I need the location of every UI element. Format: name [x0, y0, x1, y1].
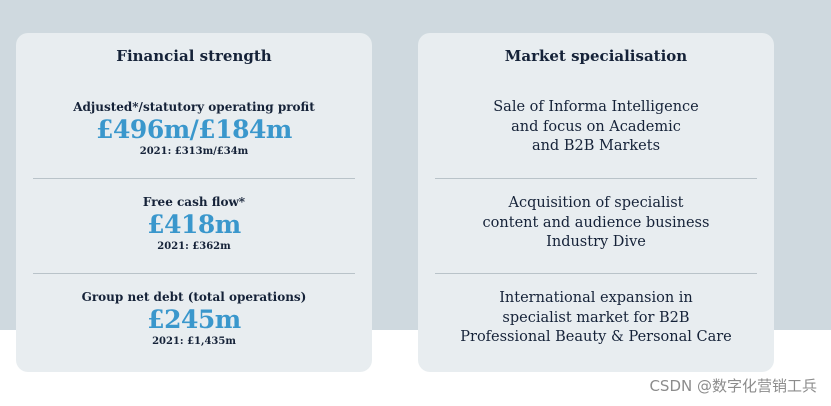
item-line: International expansion in — [499, 290, 693, 306]
metric-label: Group net debt (total operations) — [81, 290, 307, 304]
card-title: Financial strength — [116, 47, 272, 65]
divider — [33, 178, 355, 179]
item-line: Acquisition of specialist — [508, 195, 684, 211]
financial-strength-card: Financial strength Adjusted*/statutory o… — [16, 33, 372, 372]
market-item-expansion: International expansion in specialist ma… — [418, 289, 774, 348]
divider — [33, 273, 355, 274]
item-line: and focus on Academic — [511, 118, 681, 135]
metric-operating-profit: Adjusted*/statutory operating profit £49… — [16, 99, 372, 158]
market-item-divestment: Sale of Informa Intelligence and focus o… — [418, 98, 774, 157]
metric-net-debt: Group net debt (total operations) £245m … — [16, 289, 372, 348]
metric-free-cash-flow: Free cash flow* £418m 2021: £362m — [16, 194, 372, 253]
item-line: Sale of Informa Intelligence — [493, 99, 699, 115]
metric-prior-year: 2021: £1,435m — [152, 336, 236, 347]
watermark: CSDN @数字化营销工兵 — [649, 377, 817, 395]
item-line: and B2B Markets — [531, 138, 661, 154]
item-line: Professional Beauty & Personal Care — [460, 329, 732, 345]
metric-prior-year: 2021: £362m — [157, 241, 231, 252]
market-item-acquisition: Acquisition of specialist content and au… — [418, 194, 774, 253]
market-specialisation-card: Market specialisation Sale of Informa In… — [418, 33, 774, 372]
metric-value: £496m/£184m — [96, 115, 292, 144]
card-title: Market specialisation — [504, 47, 688, 65]
item-line: content and audience business — [482, 214, 710, 231]
metric-prior-year: 2021: £313m/£34m — [139, 146, 249, 157]
divider — [435, 178, 757, 179]
divider — [435, 273, 757, 274]
metric-label: Adjusted*/statutory operating profit — [73, 100, 315, 114]
metric-label: Free cash flow* — [142, 195, 246, 209]
metric-value: £418m — [147, 210, 241, 239]
item-line: Industry Dive — [546, 234, 646, 250]
item-line: specialist market for B2B — [502, 309, 690, 326]
metric-value: £245m — [147, 305, 241, 334]
